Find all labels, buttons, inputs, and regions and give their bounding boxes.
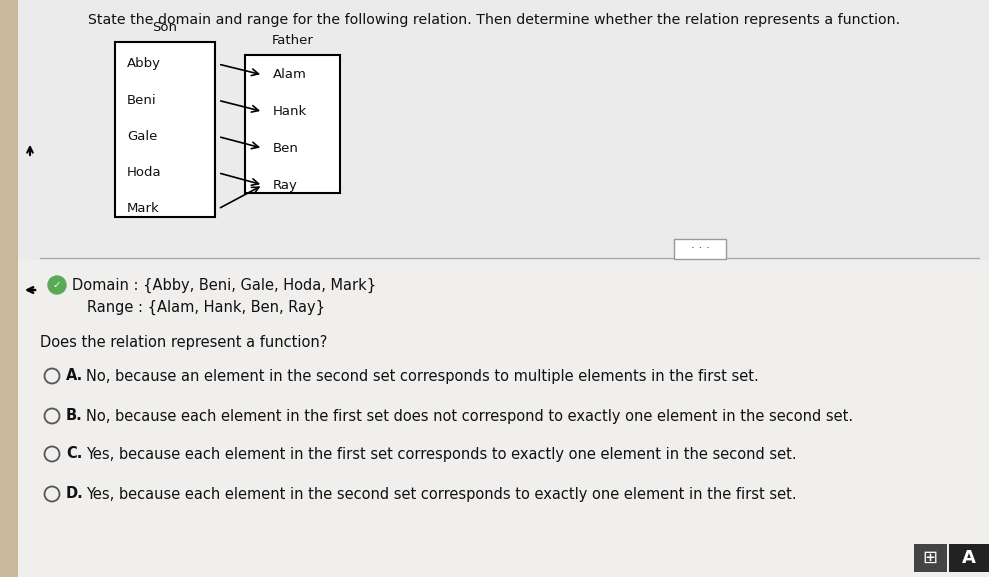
Bar (0, 0, 18, 577)
Text: Gale: Gale (127, 130, 157, 143)
Text: Mark: Mark (127, 203, 160, 215)
Bar (949, 544, 989, 572)
Text: Abby: Abby (127, 58, 161, 70)
Circle shape (48, 276, 66, 294)
Text: ⊞: ⊞ (923, 549, 938, 567)
Bar (914, 544, 947, 572)
Text: Yes, because each element in the first set corresponds to exactly one element in: Yes, because each element in the first s… (86, 447, 796, 462)
Text: No, because an element in the second set corresponds to multiple elements in the: No, because an element in the second set… (86, 369, 759, 384)
Bar (115, 42, 215, 217)
Text: Hoda: Hoda (127, 166, 161, 179)
Bar (0, 0, 989, 260)
Text: Alam: Alam (273, 69, 307, 81)
Text: Range : {Alam, Hank, Ben, Ray}: Range : {Alam, Hank, Ben, Ray} (87, 300, 325, 315)
Text: A: A (962, 549, 976, 567)
Text: C.: C. (66, 447, 82, 462)
Text: Beni: Beni (127, 93, 156, 107)
Text: Yes, because each element in the second set corresponds to exactly one element i: Yes, because each element in the second … (86, 486, 796, 501)
Text: D.: D. (66, 486, 84, 501)
Bar (0, 260, 989, 577)
Text: · · ·: · · · (690, 242, 709, 256)
Text: Father: Father (272, 34, 314, 47)
Text: No, because each element in the first set does not correspond to exactly one ele: No, because each element in the first se… (86, 409, 854, 424)
Text: Hank: Hank (273, 105, 308, 118)
Text: State the domain and range for the following relation. Then determine whether th: State the domain and range for the follo… (88, 13, 900, 27)
Text: ✓: ✓ (52, 280, 61, 290)
Text: Son: Son (152, 21, 177, 34)
Text: B.: B. (66, 409, 83, 424)
Bar (674, 239, 726, 259)
Text: A.: A. (66, 369, 83, 384)
Bar (245, 55, 340, 193)
Text: Domain : {Abby, Beni, Gale, Hoda, Mark}: Domain : {Abby, Beni, Gale, Hoda, Mark} (72, 278, 376, 293)
Text: Ray: Ray (273, 178, 298, 192)
Text: Does the relation represent a function?: Does the relation represent a function? (40, 335, 327, 350)
Text: Ben: Ben (273, 142, 299, 155)
